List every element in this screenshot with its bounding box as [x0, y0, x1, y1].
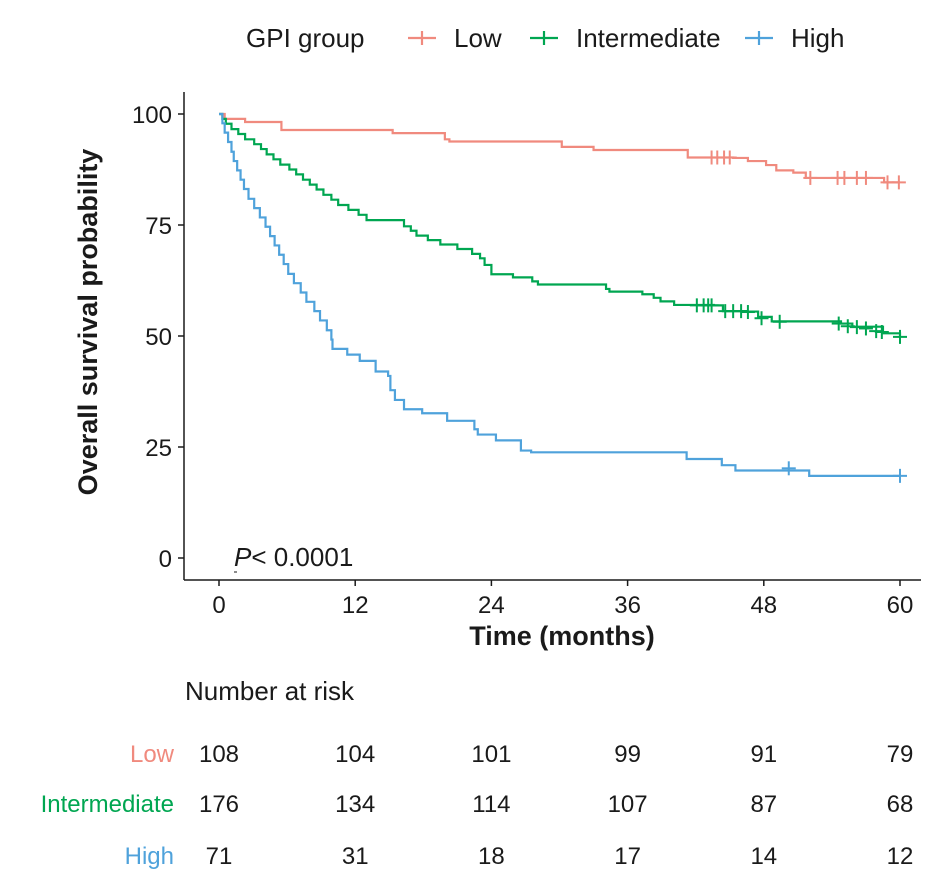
- risk-row-intermediate: Intermediate 176 134 114 107 87 68: [41, 791, 914, 818]
- risk-count: 99: [614, 741, 641, 768]
- risk-count: 18: [478, 843, 505, 870]
- risk-table-title: Number at risk: [185, 676, 355, 706]
- censor-mark-intermediate: [754, 311, 769, 326]
- censor-mark-intermediate: [893, 329, 907, 344]
- risk-count: 31: [342, 843, 369, 870]
- censor-mark-intermediate: [740, 305, 755, 320]
- risk-count: 12: [887, 843, 914, 870]
- risk-row-label: High: [125, 843, 174, 870]
- p-value-annotation: P< 0.0001: [234, 542, 353, 572]
- legend-item-low: Low: [408, 23, 502, 53]
- risk-count: 101: [471, 741, 511, 768]
- risk-count: 68: [887, 791, 914, 818]
- risk-count: 107: [608, 791, 648, 818]
- censor-mark-low: [722, 150, 737, 165]
- survival-curve-intermediate: [219, 112, 902, 337]
- y-tick-label: 100: [132, 102, 172, 129]
- legend-title: GPI group: [246, 23, 365, 53]
- legend-item-intermediate: Intermediate: [530, 23, 721, 53]
- risk-count: 114: [472, 791, 510, 818]
- x-tick-label: 48: [750, 592, 777, 619]
- censor-mark-intermediate: [874, 325, 889, 340]
- y-tick-label: 25: [145, 435, 172, 462]
- risk-count: 134: [335, 791, 375, 818]
- censor-mark-high: [893, 468, 907, 483]
- x-axis-title: Time (months): [469, 621, 655, 651]
- p-value-italic: P: [234, 542, 252, 572]
- survival-curve-high: [219, 112, 900, 477]
- legend-label: Low: [454, 23, 502, 53]
- censor-mark-intermediate: [831, 316, 846, 331]
- p-value-text: < 0.0001: [251, 542, 353, 572]
- risk-count: 91: [750, 741, 777, 768]
- x-tick-label: 60: [887, 592, 914, 619]
- survival-curve-low: [219, 112, 900, 184]
- legend-item-high: High: [745, 23, 844, 53]
- y-axis-title: Overall survival probability: [73, 149, 103, 496]
- x-tick-label: 12: [342, 592, 369, 619]
- risk-table: Number at risk Low 108 104 101 99 91 79 Interme…: [41, 676, 914, 870]
- risk-row-high: High 71 31 18 17 14 12: [125, 843, 914, 870]
- censor-mark-low: [837, 170, 852, 185]
- x-tick-label: 36: [614, 592, 641, 619]
- censor-mark-intermediate: [849, 320, 864, 335]
- censor-mark-intermediate: [704, 298, 719, 313]
- legend: GPI group Low Intermediate High: [246, 23, 844, 53]
- censor-mark-intermediate: [858, 321, 873, 336]
- risk-count: 71: [206, 843, 233, 870]
- x-tick-label: 24: [478, 592, 505, 619]
- risk-row-low: Low 108 104 101 99 91 79: [130, 741, 913, 768]
- censor-mark-low: [803, 170, 818, 185]
- risk-count: 176: [199, 791, 239, 818]
- y-tick-label: 50: [145, 324, 172, 351]
- y-tick-label: 75: [145, 213, 172, 240]
- plot-area: 0 25 50 75 100 0 12 24 36 48 60 P< 0.0001: [132, 92, 921, 619]
- x-tick-label: 0: [212, 592, 225, 619]
- risk-row-label: Low: [130, 741, 175, 768]
- y-tick-label: 0: [159, 546, 172, 573]
- censor-mark-high: [781, 461, 796, 476]
- risk-count: 104: [335, 741, 375, 768]
- censor-mark-low: [891, 175, 906, 190]
- risk-row-label: Intermediate: [41, 791, 174, 818]
- censor-mark-low: [858, 170, 873, 185]
- risk-count: 108: [199, 741, 239, 768]
- censor-mark-intermediate: [772, 314, 787, 329]
- risk-count: 14: [750, 843, 777, 870]
- legend-label: Intermediate: [576, 23, 721, 53]
- risk-count: 87: [750, 791, 777, 818]
- risk-count: 79: [887, 741, 914, 768]
- risk-count: 17: [614, 843, 641, 870]
- legend-label: High: [791, 23, 844, 53]
